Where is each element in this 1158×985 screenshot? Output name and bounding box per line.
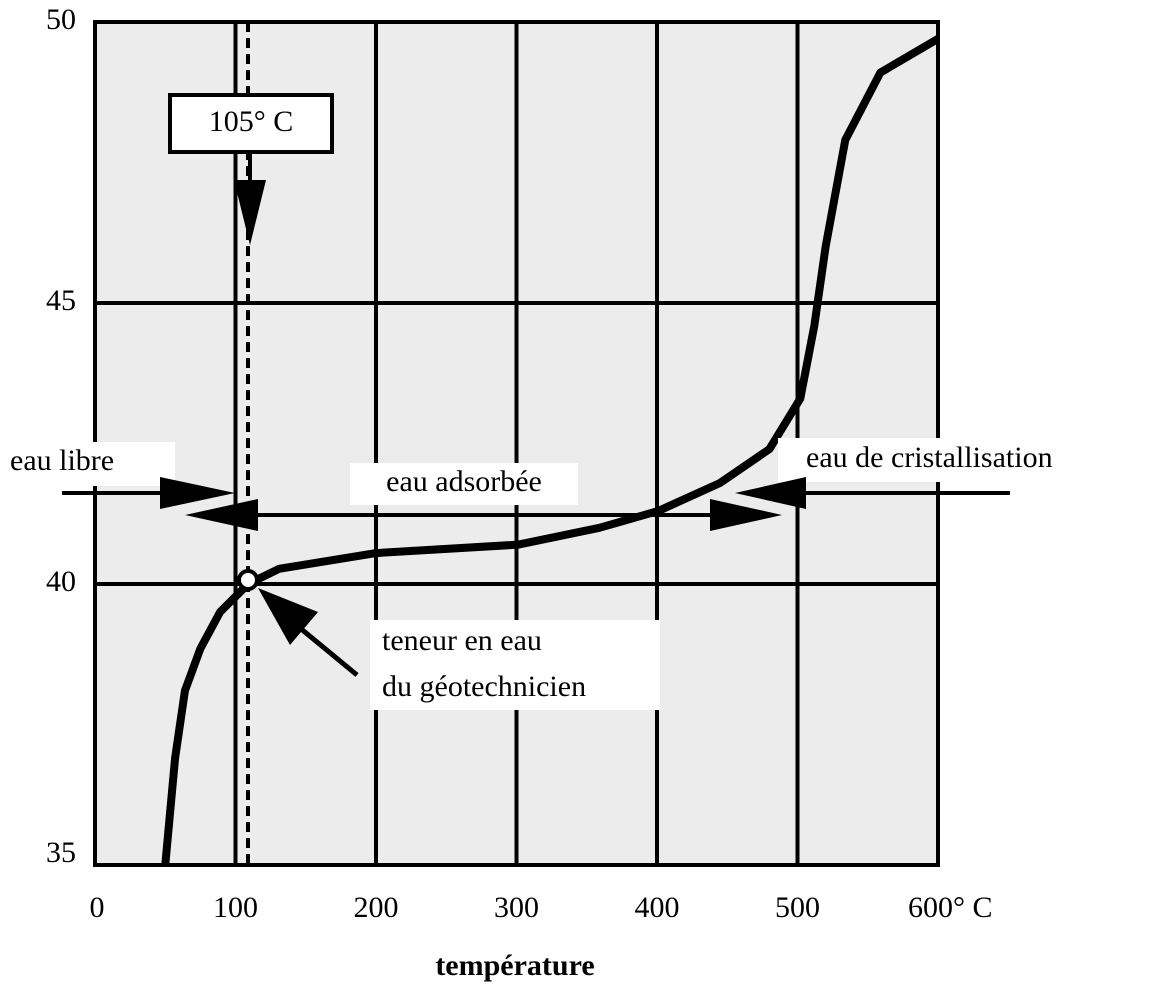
arrow-head (735, 477, 806, 509)
y-tick-label: 45 (46, 284, 76, 317)
threshold-box (168, 93, 334, 154)
point-label: teneur en eau (382, 624, 542, 657)
arrow-head (710, 499, 782, 531)
free-label: eau libre (10, 444, 114, 477)
x-tick-label: 600° C (908, 891, 993, 924)
label-bg (350, 463, 578, 505)
y-tick-label: 40 (46, 565, 76, 598)
point-marker (237, 569, 259, 591)
arrow (298, 626, 359, 677)
x-tick-label: 100 (213, 891, 258, 924)
label-bg (370, 620, 660, 710)
label-bg (778, 438, 1158, 482)
arrow-head (160, 477, 235, 509)
x-tick-label: 500 (775, 891, 820, 924)
y-tick-label: 50 (46, 3, 76, 36)
y-tick-label: 35 (46, 836, 76, 869)
x-axis-label: température (435, 949, 594, 982)
arrow-head (258, 588, 318, 645)
data-line (161, 35, 941, 866)
threshold-label: 105° C (209, 105, 294, 138)
point-label: du géotechnicien (382, 670, 586, 703)
label-bg (0, 442, 175, 486)
x-tick-label: 400 (635, 891, 680, 924)
crystal-label: eau de cristallisation (806, 441, 1053, 474)
x-tick-label: 300 (494, 891, 539, 924)
arrow-head (234, 180, 266, 245)
x-tick-label: 0 (90, 891, 105, 924)
arrow-head (185, 499, 258, 531)
adsorbed-label: eau adsorbée (386, 465, 542, 498)
x-tick-label: 200 (354, 891, 399, 924)
series (161, 35, 941, 866)
